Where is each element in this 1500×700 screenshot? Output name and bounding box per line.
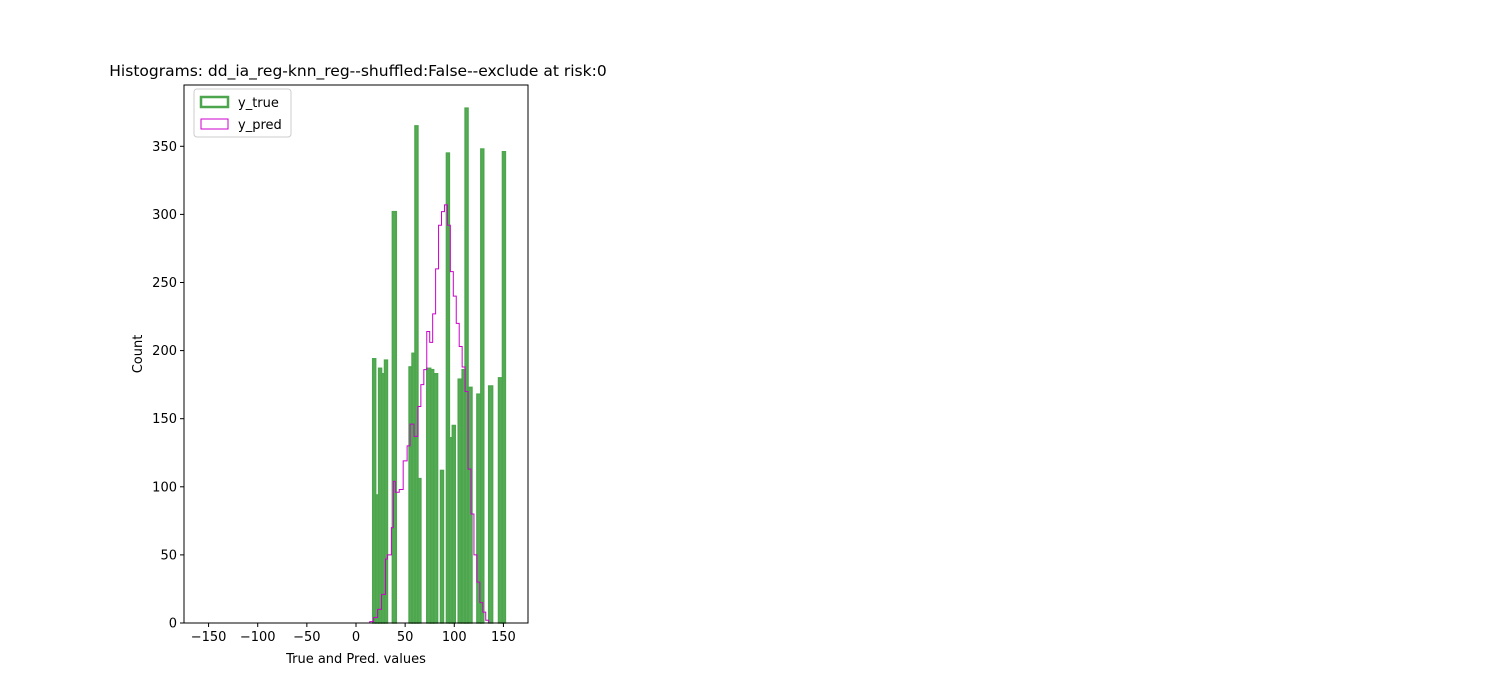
y-true-bar-5 [391,210,398,624]
y-true-bar-9 [417,477,422,624]
x-axis-ticks: −150 −100 −50 0 50 100 150 [191,623,516,645]
legend-swatch-y-pred [200,118,229,130]
y-tick-label: 50 [160,548,177,563]
y-tick-label: 100 [152,480,177,495]
y-tick-label: 0 [169,617,177,632]
x-tick-label: −50 [293,630,320,645]
x-tick-label: 50 [397,630,414,645]
legend-frame [193,88,292,138]
x-axis-label: True and Pred. values [285,652,426,667]
y-true-bar-13 [439,469,445,624]
legend: y_true y_pred [193,88,292,138]
y-tick-label: 250 [152,276,177,291]
y-tick-label: 150 [152,412,177,427]
y-true-bar-22 [480,148,485,624]
y-true-bar-12 [432,372,439,624]
y-true-bar-17 [457,378,462,624]
x-tick-label: 0 [352,630,360,645]
y-pred-step-line [365,204,494,624]
chart-title: Histograms: dd_ia_reg-knn_reg--shuffled:… [109,62,606,81]
y-tick-label: 350 [152,140,177,155]
y-axis-label: Count [131,335,146,374]
legend-label-y-pred: y_pred [238,118,282,133]
legend-label-y-true: y_true [238,96,279,111]
y-axis-ticks: 0 50 100 150 200 250 300 350 [152,140,184,632]
y-tick-label: 200 [152,344,177,359]
y-true-bar-23 [487,385,494,624]
y-true-bar-25 [501,150,507,624]
x-tick-label: 100 [442,630,467,645]
y-tick-label: 300 [152,208,177,223]
plot-area [184,85,528,624]
y-true-bar-16 [451,424,457,624]
legend-swatch-y-true [199,95,230,109]
x-tick-label: −150 [191,630,227,645]
x-tick-label: 150 [491,630,516,645]
x-tick-label: −100 [240,630,276,645]
